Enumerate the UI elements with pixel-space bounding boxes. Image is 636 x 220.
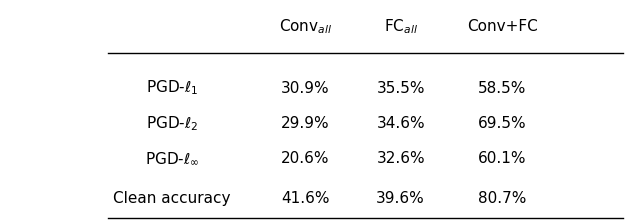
Text: 30.9%: 30.9% bbox=[281, 81, 329, 95]
Text: 69.5%: 69.5% bbox=[478, 116, 527, 131]
Text: 41.6%: 41.6% bbox=[281, 191, 329, 205]
Text: PGD-$\ell_2$: PGD-$\ell_2$ bbox=[146, 114, 198, 132]
Text: 20.6%: 20.6% bbox=[281, 151, 329, 166]
Text: FC$_{all}$: FC$_{all}$ bbox=[384, 17, 418, 36]
Text: 32.6%: 32.6% bbox=[377, 151, 425, 166]
Text: PGD-$\ell_1$: PGD-$\ell_1$ bbox=[146, 79, 198, 97]
Text: 35.5%: 35.5% bbox=[377, 81, 425, 95]
Text: 58.5%: 58.5% bbox=[478, 81, 527, 95]
Text: Clean accuracy: Clean accuracy bbox=[113, 191, 230, 205]
Text: 29.9%: 29.9% bbox=[281, 116, 329, 131]
Text: 39.6%: 39.6% bbox=[377, 191, 425, 205]
Text: Conv+FC: Conv+FC bbox=[467, 19, 538, 34]
Text: Conv$_{all}$: Conv$_{all}$ bbox=[279, 17, 332, 36]
Text: 60.1%: 60.1% bbox=[478, 151, 527, 166]
Text: 34.6%: 34.6% bbox=[377, 116, 425, 131]
Text: 80.7%: 80.7% bbox=[478, 191, 527, 205]
Text: PGD-$\ell_\infty$: PGD-$\ell_\infty$ bbox=[144, 150, 199, 167]
